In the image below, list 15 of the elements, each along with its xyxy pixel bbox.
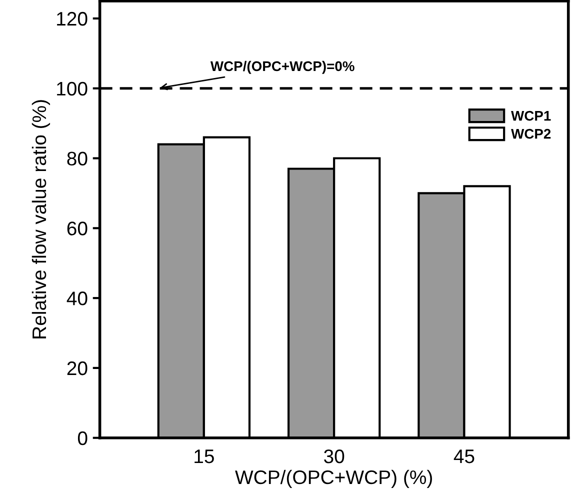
y-tick-label: 40 — [66, 292, 88, 306]
y-tick-label: 80 — [67, 152, 88, 166]
x-tick-label: 30 — [324, 449, 344, 464]
y-tick-label: 60 — [67, 222, 88, 236]
annotation: WCP/(OPC+WCP)=0% — [210, 60, 354, 74]
y-tick-label: 100 — [57, 82, 88, 96]
y-axis-title: Relative flow value ratio (%) — [32, 100, 50, 338]
x-tick-label: 15 — [194, 450, 214, 464]
legend-label: WCP1 — [511, 110, 551, 121]
y-tick-label: 120 — [57, 12, 88, 26]
x-axis-title: WCP/(OPC+WCP) (%) — [235, 470, 432, 488]
y-tick-label: 20 — [67, 361, 88, 376]
x-tick-label: 45 — [454, 450, 474, 464]
legend-label: WCP2 — [511, 128, 551, 139]
y-tick-label: 0 — [78, 431, 88, 446]
